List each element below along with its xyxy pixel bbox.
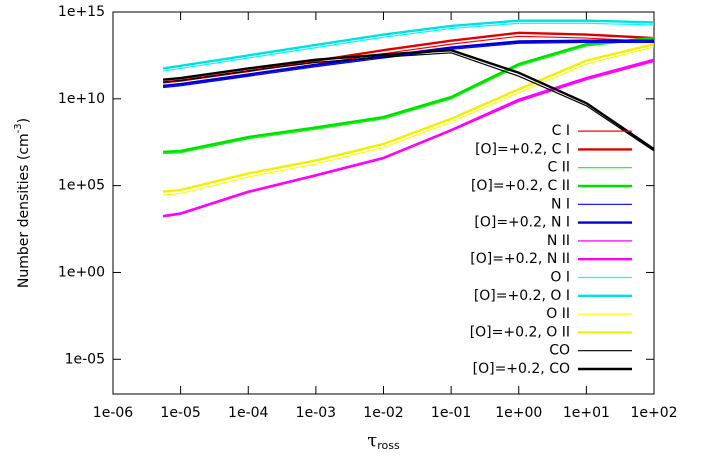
legend-label: [O]=+0.2, C II <box>471 178 570 194</box>
series-line <box>163 41 654 89</box>
series-line <box>163 36 654 153</box>
y-axis-label: Number densities (cm-3) <box>13 118 32 288</box>
legend-label: [O]=+0.2, CO <box>473 361 570 377</box>
y-tick-label: 1e+10 <box>58 91 105 107</box>
series-line <box>162 19 654 70</box>
legend-label: [O]=+0.2, O II <box>470 324 570 340</box>
y-axis-label-sup: -3 <box>13 123 24 133</box>
y-axis-label-part: Number densities (cm <box>16 133 32 288</box>
y-axis-label-part: ) <box>16 118 32 123</box>
x-axis-label-part: τ <box>367 430 377 451</box>
legend-label: C II <box>548 160 570 176</box>
x-tick-label: 1e-06 <box>93 405 133 421</box>
legend-label: [O]=+0.2, O I <box>474 288 570 304</box>
series-line <box>162 42 654 193</box>
legend-label: [O]=+0.2, N I <box>474 215 570 231</box>
x-tick-label: 1e-05 <box>160 405 200 421</box>
x-tick-label: 1e-03 <box>296 405 336 421</box>
x-axis-label-sub: ross <box>377 439 400 452</box>
legend-label: [O]=+0.2, C I <box>475 141 570 157</box>
x-axis-label: τross <box>367 430 400 452</box>
y-tick-label: 1e+00 <box>58 264 105 280</box>
y-tick-label: 1e+15 <box>58 4 105 20</box>
y-tick-label: 1e-05 <box>65 351 105 367</box>
y-tick-label: 1e+05 <box>58 178 105 194</box>
legend-label: N II <box>547 233 570 249</box>
legend-label: C I <box>552 123 570 139</box>
series-line <box>162 22 654 72</box>
legend-label: N I <box>551 196 570 212</box>
series-line <box>163 46 654 196</box>
legend-label: O II <box>546 306 570 322</box>
series-line <box>162 39 654 87</box>
x-tick-label: 1e+01 <box>563 405 610 421</box>
series-group <box>162 19 654 218</box>
x-tick-label: 1e+00 <box>495 405 542 421</box>
series-line <box>162 58 654 218</box>
x-tick-label: 1e-02 <box>363 405 403 421</box>
legend-label: O I <box>550 270 570 286</box>
series-line <box>162 48 654 151</box>
x-tick-label: 1e-01 <box>431 405 471 421</box>
series-line <box>163 52 654 152</box>
x-tick-label: 1e-04 <box>228 405 268 421</box>
legend-label: CO <box>549 343 570 359</box>
x-tick-label: 1e+02 <box>630 405 677 421</box>
series-line <box>163 38 654 155</box>
legend-label: [O]=+0.2, N II <box>470 251 570 267</box>
